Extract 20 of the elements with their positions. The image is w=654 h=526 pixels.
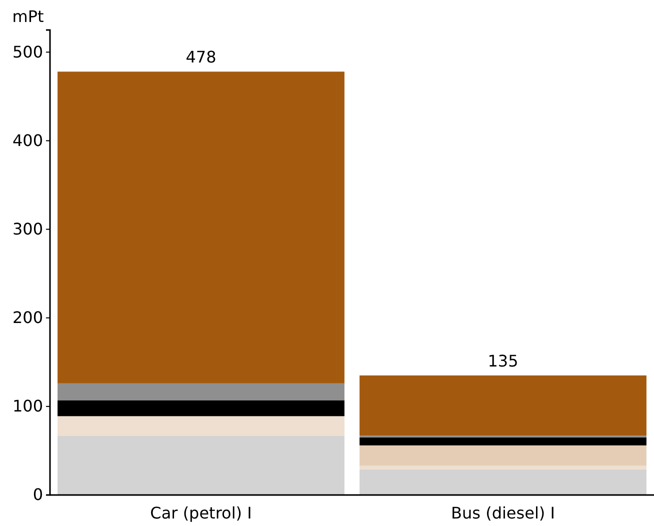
bar — [360, 375, 646, 436]
bar — [58, 436, 344, 495]
total-label: 478 — [186, 48, 216, 67]
y-tick-label: 400 — [12, 130, 43, 150]
bar — [360, 445, 646, 466]
x-tick-label: Car (petrol) I — [150, 503, 252, 522]
y-tick-label: 100 — [12, 396, 43, 416]
total-label: 135 — [488, 351, 518, 370]
bar — [360, 437, 646, 446]
x-tick-label: Bus (diesel) I — [451, 503, 555, 522]
bar — [58, 72, 344, 384]
y-tick-label: 300 — [12, 219, 43, 238]
bar — [360, 469, 646, 495]
y-tick-label: 500 — [12, 42, 43, 62]
bar — [58, 416, 344, 436]
y-axis-title: mPt — [12, 7, 44, 26]
y-tick-label: 0 — [32, 485, 43, 504]
bar — [58, 400, 344, 416]
bar — [58, 383, 344, 400]
y-tick-label: 200 — [12, 308, 43, 327]
